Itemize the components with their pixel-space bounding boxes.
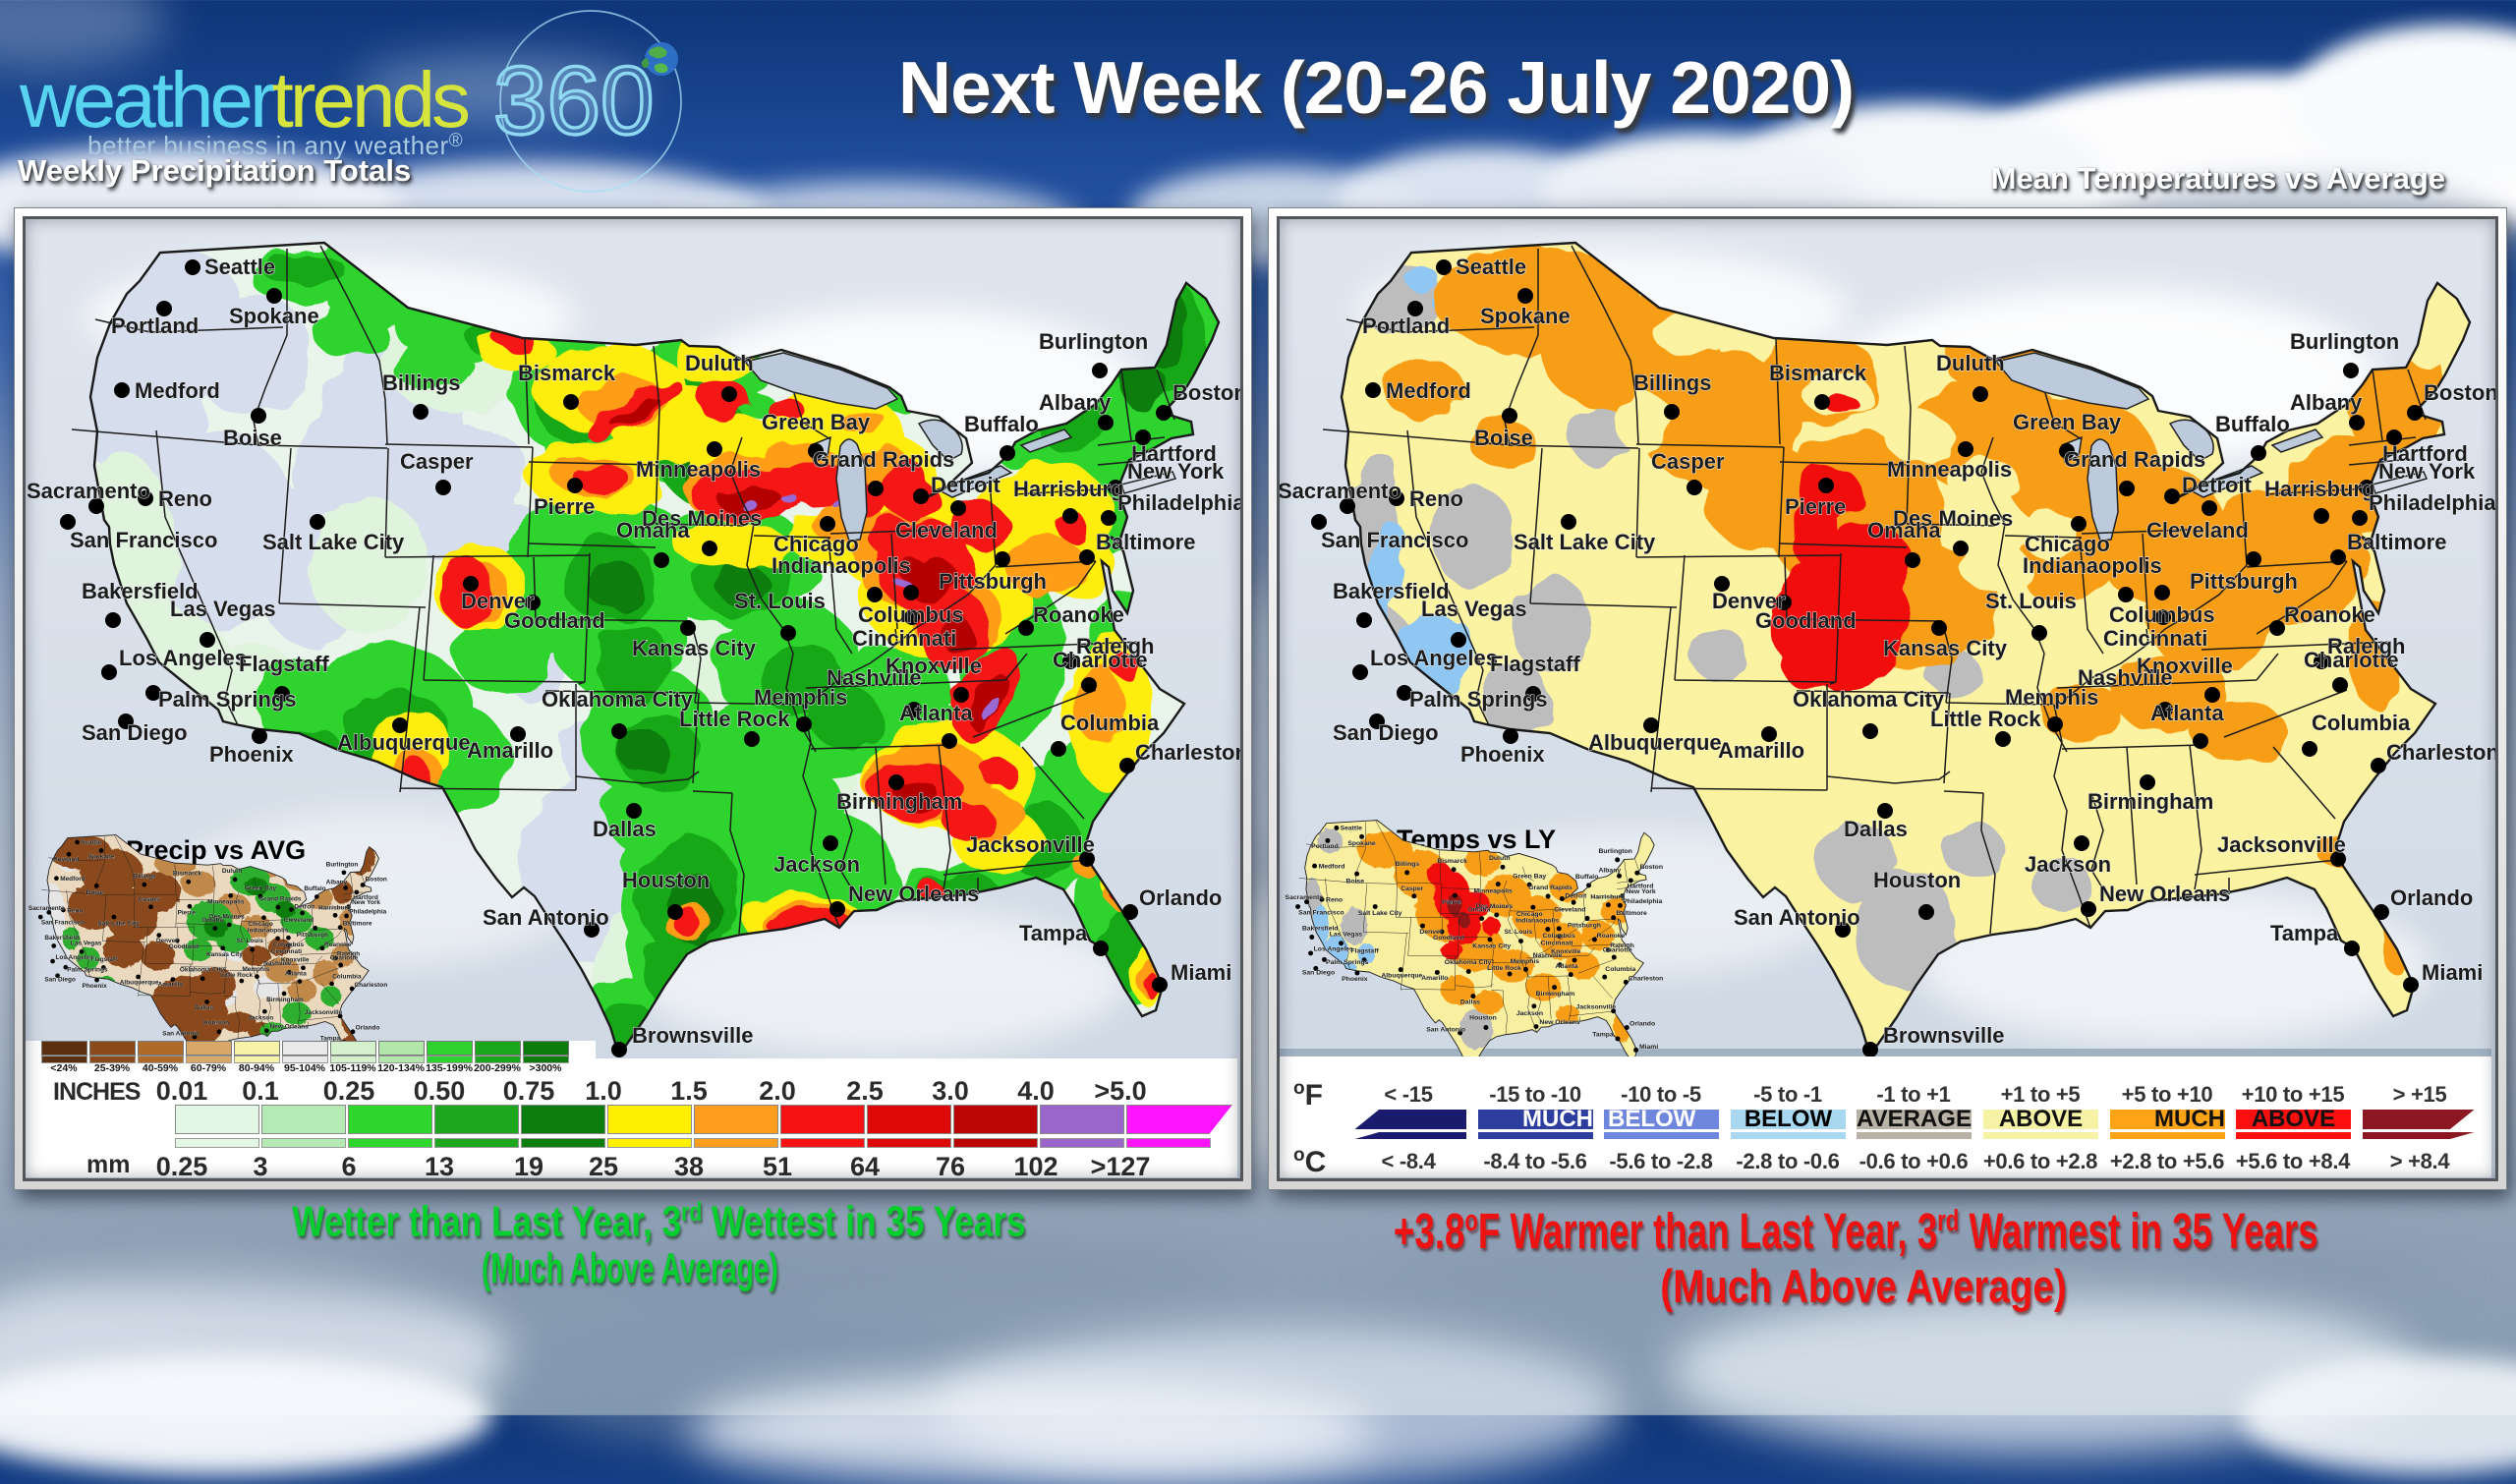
- svg-text:360: 360: [493, 46, 655, 154]
- svg-text:weathertrends: weathertrends: [19, 56, 469, 143]
